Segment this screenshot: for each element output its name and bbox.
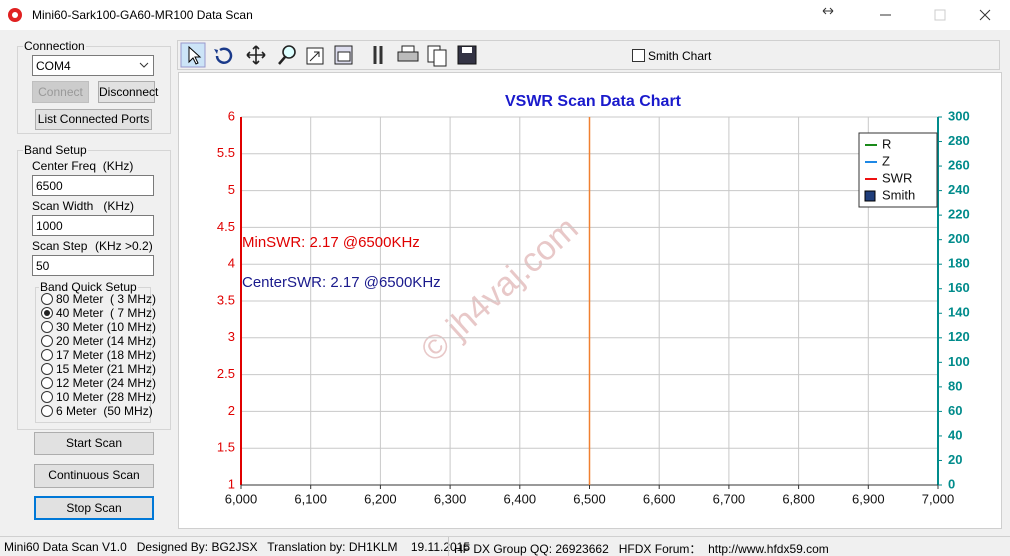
y-tick-label: 4 [228, 256, 235, 271]
y2-tick-label: 240 [948, 182, 970, 197]
checkbox-label: Smith Chart [648, 49, 712, 63]
y-tick-label: 5.5 [217, 145, 235, 160]
connection-group [17, 46, 171, 134]
y2-tick-label: 300 [948, 108, 970, 123]
x-tick-label: 7,000 [922, 491, 955, 506]
title-icons [8, 7, 991, 22]
y2-tick-label: 160 [948, 280, 970, 295]
y-tick-label: 5 [228, 182, 235, 197]
y-tick-label: 3 [228, 329, 235, 344]
group-label: Band Setup [23, 143, 88, 157]
radio-button[interactable] [41, 321, 53, 333]
x-tick-label: 6,300 [434, 491, 467, 506]
y2-tick-label: 200 [948, 231, 970, 246]
band-setup-group [17, 150, 171, 430]
x-tick-label: 6,800 [782, 491, 815, 506]
y-tick-label: 2 [228, 403, 235, 418]
radio-button[interactable] [41, 363, 53, 375]
x-tick-label: 6,600 [643, 491, 676, 506]
y2-tick-label: 20 [948, 452, 962, 467]
scan-step-input[interactable]: 50 [32, 255, 154, 276]
radio-button[interactable] [41, 307, 53, 319]
y2-tick-label: 180 [948, 256, 970, 271]
x-tick-label: 6,100 [294, 491, 327, 506]
radio-button[interactable] [41, 391, 53, 403]
y2-tick-label: 260 [948, 158, 970, 173]
status-bar [0, 536, 1010, 556]
radio-label: 12 Meter (24 MHz) [56, 376, 157, 390]
toolbar [177, 40, 1000, 70]
radio-label: 17 Meter (18 MHz) [56, 348, 157, 362]
x-tick-label: 6,500 [573, 491, 606, 506]
y2-tick-label: 120 [948, 329, 970, 344]
radio-button[interactable] [41, 405, 53, 417]
field-label: Scan Step [32, 239, 88, 253]
y2-tick-label: 40 [948, 427, 962, 442]
radio-button[interactable] [41, 335, 53, 347]
radio-button[interactable] [41, 349, 53, 361]
y-tick-label: 4.5 [217, 219, 235, 234]
x-tick-label: 6,400 [504, 491, 537, 506]
radio-label: 15 Meter (21 MHz) [56, 362, 157, 376]
x-tick-label: 6,200 [364, 491, 397, 506]
y-tick-label: 1.5 [217, 440, 235, 455]
field-label: Scan Width (KHz) [32, 199, 135, 213]
field-hint: (KHz >0.2) [95, 239, 153, 253]
y2-tick-label: 60 [948, 403, 962, 418]
status-text: HF DX Group QQ: 26923662 HFDX Forum： htt… [454, 542, 829, 556]
radio-label: 40 Meter ( 7 MHz) [56, 306, 157, 320]
scan-width-input[interactable]: 1000 [32, 215, 154, 236]
radio-button[interactable] [41, 293, 53, 305]
y-tick-label: 2.5 [217, 366, 235, 381]
legend-swatch [864, 190, 876, 202]
legend-label: SWR [882, 170, 912, 185]
smith-checkbox[interactable] [632, 49, 646, 63]
radio-label: 80 Meter ( 3 MHz) [56, 292, 157, 306]
connect-button[interactable]: Connect [32, 81, 89, 103]
y-tick-label: 3.5 [217, 292, 235, 307]
x-tick-label: 6,700 [713, 491, 746, 506]
toolbar-icons [180, 42, 477, 68]
y2-tick-label: 220 [948, 207, 970, 222]
radio-label: 10 Meter (28 MHz) [56, 390, 157, 404]
y2-tick-label: 280 [948, 133, 970, 148]
legend-label: R [882, 136, 891, 151]
y2-tick-label: 0 [948, 476, 955, 491]
y2-tick-label: 80 [948, 378, 962, 393]
annotation: CenterSWR: 2.17 @6500KHz [242, 274, 441, 291]
stop-scan-button[interactable]: Stop Scan [34, 496, 154, 520]
window-title: Mini60-Sark100-GA60-MR100 Data Scan [32, 8, 253, 22]
dropdown-arrow [139, 62, 149, 68]
x-tick-label: 6,900 [852, 491, 885, 506]
legend-label: Smith [882, 187, 915, 202]
x-tick-label: 6,000 [225, 491, 258, 506]
chart-title: VSWR Scan Data Chart [505, 93, 682, 110]
continuous-scan-button[interactable]: Continuous Scan [34, 464, 154, 488]
y2-tick-label: 100 [948, 354, 970, 369]
list-ports-button[interactable]: List Connected Ports [35, 109, 152, 130]
title-bar [0, 0, 1010, 30]
status-separator [448, 537, 449, 556]
legend-label: Z [882, 153, 890, 168]
center-freq-input[interactable]: 6500 [32, 175, 154, 196]
radio-label: 6 Meter (50 MHz) [56, 404, 153, 418]
disconnect-button[interactable]: Disconnect [98, 81, 158, 103]
group-label: Connection [23, 39, 86, 53]
status-text: Mini60 Data Scan V1.0 Designed By: BG2JS… [4, 540, 471, 554]
group-label: Band Quick Setup [39, 280, 138, 294]
radio-label: 30 Meter (10 MHz) [56, 320, 157, 334]
y-tick-label: 1 [228, 476, 235, 491]
radio-button[interactable] [41, 377, 53, 389]
port-select[interactable]: COM4 [32, 55, 154, 76]
start-scan-button[interactable]: Start Scan [34, 432, 154, 455]
field-label: Center Freq (KHz) [32, 159, 134, 173]
y2-tick-label: 140 [948, 305, 970, 320]
radio-label: 20 Meter (14 MHz) [56, 334, 157, 348]
y-tick-label: 6 [228, 108, 235, 123]
annotation: MinSWR: 2.17 @6500KHz [242, 234, 420, 251]
